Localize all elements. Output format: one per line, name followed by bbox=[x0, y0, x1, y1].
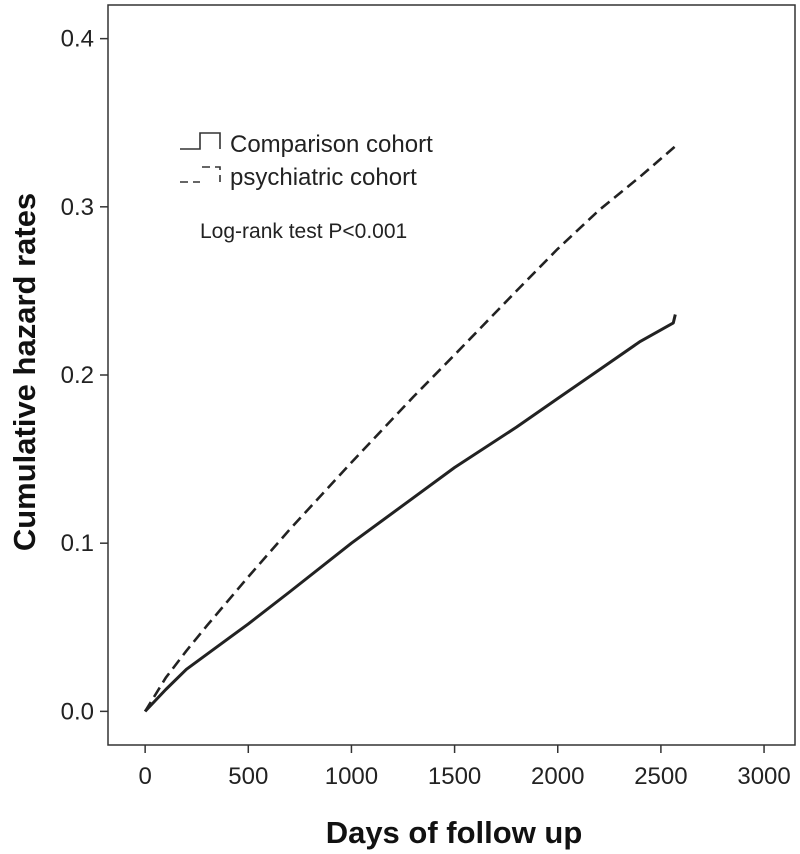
series-line-comparison bbox=[144, 314, 677, 713]
y-tick-label: 0.3 bbox=[61, 194, 94, 221]
x-tick-label: 2500 bbox=[634, 763, 687, 790]
y-tick-label: 0.1 bbox=[61, 530, 94, 557]
series-line-psychiatric bbox=[143, 145, 677, 713]
x-tick-label: 2000 bbox=[531, 763, 584, 790]
x-axis-title: Days of follow up bbox=[326, 815, 583, 850]
log-rank-annotation: Log-rank test P<0.001 bbox=[200, 220, 407, 243]
x-tick-label: 1500 bbox=[428, 763, 481, 790]
legend-swatch-psychiatric bbox=[180, 166, 221, 183]
x-tick-label: 0 bbox=[138, 763, 151, 790]
legend-label-psychiatric: psychiatric cohort bbox=[230, 164, 417, 191]
x-tick-label: 3000 bbox=[737, 763, 790, 790]
x-tick-label: 1000 bbox=[325, 763, 378, 790]
y-tick-label: 0.2 bbox=[61, 362, 94, 389]
x-tick-label: 500 bbox=[228, 763, 268, 790]
legend: Comparison cohort psychiatric cohort bbox=[180, 131, 433, 191]
y-tick-label: 0.4 bbox=[61, 26, 94, 53]
y-tick-label: 0.0 bbox=[61, 698, 94, 725]
plot-frame bbox=[107, 4, 796, 746]
legend-swatch-comparison bbox=[180, 132, 221, 150]
legend-label-comparison: Comparison cohort bbox=[230, 131, 433, 158]
y-axis-title: Cumulative hazard rates bbox=[7, 193, 42, 551]
